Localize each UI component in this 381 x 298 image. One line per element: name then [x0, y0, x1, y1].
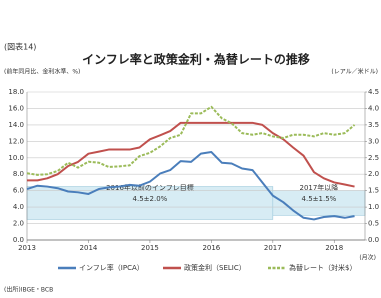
- x-tick-label: 2018: [325, 244, 343, 252]
- band-range-label: 4.5±2.0%: [133, 195, 168, 203]
- band-range-label: 4.5±1.5%: [302, 195, 337, 203]
- x-tick-label: 2016: [202, 244, 220, 252]
- y2-tick-label: 0.0: [368, 236, 379, 244]
- band-label: 2016年以前のインフレ目標: [106, 183, 194, 192]
- series-line: [27, 121, 355, 188]
- y-tick-label: 2.0: [13, 220, 24, 228]
- y2-tick-label: 4.5: [368, 88, 379, 96]
- chart-title: インフレ率と政策金利・為替レートの推移: [82, 52, 310, 67]
- y2-tick-label: 2.5: [368, 154, 379, 162]
- y-tick-label: 8.0: [13, 170, 24, 178]
- x-tick-label: 2017: [264, 244, 282, 252]
- y2-tick-label: 4.0: [368, 104, 379, 112]
- y2-tick-label: 2.0: [368, 170, 379, 178]
- y-tick-label: 6.0: [13, 187, 24, 195]
- y-tick-label: 10.0: [8, 154, 24, 162]
- legend-label: 為替レート（対米$）: [289, 263, 356, 272]
- y-tick-label: 16.0: [8, 104, 24, 112]
- x-axis-label: (月次): [359, 254, 376, 262]
- y2-tick-label: 1.5: [368, 187, 379, 195]
- y2-tick-label: 3.0: [368, 137, 379, 145]
- legend-label: 政策金利（SELIC）: [184, 263, 246, 272]
- y-tick-label: 14.0: [8, 121, 24, 129]
- x-tick-label: 2014: [80, 244, 98, 252]
- target-band: [272, 190, 366, 216]
- y-tick-label: 18.0: [8, 88, 24, 96]
- figure-label: (図表14): [4, 42, 36, 52]
- y-tick-label: 0.0: [13, 236, 24, 244]
- band-label: 2017年以降: [299, 183, 338, 192]
- source: (出所)IBGE・BCB: [4, 286, 53, 294]
- y2-tick-label: 3.5: [368, 121, 379, 129]
- x-tick-label: 2013: [18, 244, 36, 252]
- series-line: [26, 151, 355, 221]
- y2-tick-label: 0.5: [368, 220, 379, 228]
- y2-axis-label: (レアル／米ドル): [331, 68, 378, 76]
- y2-tick-label: 1.0: [368, 203, 379, 211]
- y-tick-label: 12.0: [8, 137, 24, 145]
- y-tick-label: 4.0: [13, 203, 24, 211]
- x-tick-label: 2015: [141, 244, 159, 252]
- y-axis-label: (前年同月比、金利水準、%): [4, 68, 80, 76]
- legend-label: インフレ率（IPCA）: [79, 263, 144, 272]
- series-line: [26, 105, 356, 176]
